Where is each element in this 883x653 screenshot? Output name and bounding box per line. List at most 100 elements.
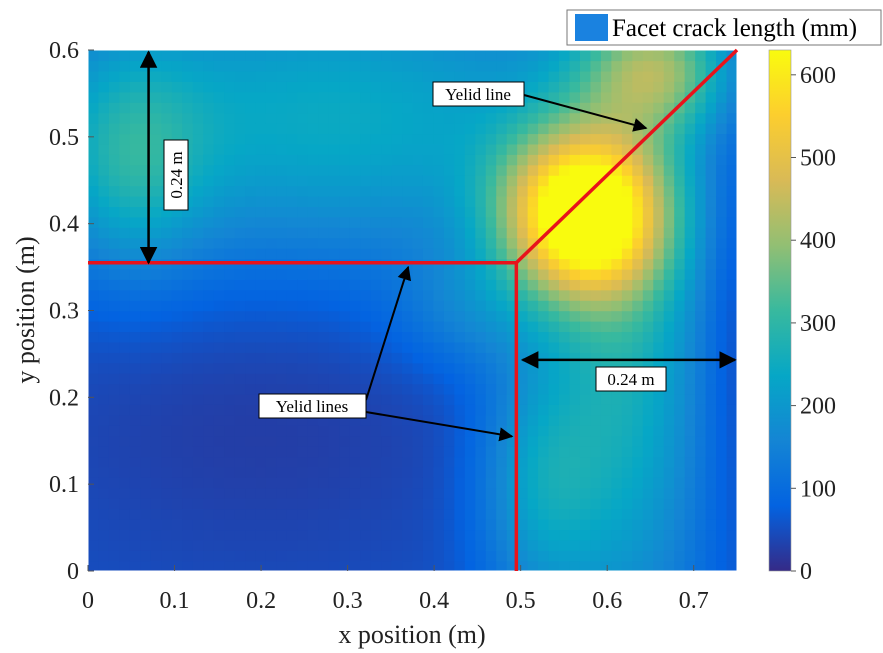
- heatmap-cell: [192, 175, 204, 187]
- heatmap-cell: [496, 445, 508, 458]
- heatmap-cell: [454, 518, 466, 531]
- heatmap-cell: [433, 112, 445, 124]
- colorbar-tick-label: 100: [800, 476, 836, 502]
- heatmap-cell: [621, 456, 634, 468]
- heatmap-cell: [642, 404, 654, 416]
- heatmap-cell: [506, 414, 518, 426]
- heatmap-cell: [527, 477, 539, 489]
- heatmap-cell: [695, 185, 707, 197]
- heatmap-cell: [454, 279, 466, 291]
- heatmap-cell: [307, 445, 319, 458]
- heatmap-cell: [517, 477, 529, 489]
- heatmap-cell: [234, 185, 246, 197]
- heatmap-cell: [695, 70, 707, 82]
- heatmap-cell: [286, 518, 299, 531]
- heatmap-cell: [726, 185, 737, 197]
- heatmap-cell: [224, 404, 236, 416]
- heatmap-cell: [360, 414, 372, 426]
- heatmap-cell: [318, 341, 330, 353]
- heatmap-cell: [161, 133, 173, 145]
- heatmap-cell: [569, 102, 581, 114]
- heatmap-cell: [611, 320, 623, 333]
- heatmap-cell: [182, 456, 194, 468]
- heatmap-cell: [140, 122, 152, 135]
- heatmap-cell: [224, 425, 236, 437]
- heatmap-cell: [129, 102, 142, 114]
- heatmap-cell: [318, 498, 330, 510]
- heatmap-cell: [422, 154, 435, 166]
- heatmap-cell: [381, 268, 393, 280]
- heatmap-cell: [370, 81, 382, 93]
- horizontal-dimension-label: 0.24 m: [607, 370, 654, 389]
- legend-box: [566, 9, 882, 46]
- heatmap-cell: [234, 362, 246, 374]
- heatmap-cell: [129, 81, 142, 93]
- heatmap-cell: [443, 143, 456, 155]
- heatmap-cell: [255, 81, 267, 93]
- heatmap-cell: [265, 352, 278, 364]
- heatmap-cell: [108, 550, 121, 562]
- heatmap-cell: [370, 70, 382, 82]
- heatmap-cell: [171, 362, 183, 374]
- heatmap-cell: [108, 456, 121, 468]
- heatmap-cell: [422, 404, 435, 416]
- heatmap-cell: [318, 60, 330, 72]
- heatmap-cell: [224, 456, 236, 468]
- heatmap-cell: [464, 320, 477, 333]
- heatmap-cell: [286, 91, 299, 103]
- heatmap-cell: [224, 320, 236, 333]
- heatmap-cell: [600, 175, 613, 187]
- heatmap-cell: [663, 143, 675, 155]
- heatmap-cell: [475, 237, 487, 249]
- heatmap-cell: [213, 50, 225, 62]
- heatmap-cell: [318, 216, 330, 228]
- heatmap-cell: [391, 362, 403, 374]
- heatmap-cell: [548, 300, 560, 312]
- heatmap-cell: [88, 175, 100, 187]
- heatmap-cell: [548, 508, 560, 520]
- heatmap-cell: [234, 164, 246, 176]
- heatmap-cell: [98, 279, 110, 291]
- heatmap-cell: [182, 70, 194, 82]
- heatmap-cell: [245, 487, 257, 499]
- heatmap-cell: [402, 133, 414, 145]
- heatmap-cell: [559, 164, 571, 176]
- heatmap-cell: [517, 466, 529, 478]
- heatmap-cell: [506, 560, 518, 571]
- heatmap-cell: [496, 435, 508, 447]
- heatmap-cell: [213, 133, 225, 145]
- heatmap-cell: [684, 477, 696, 489]
- heatmap-cell: [265, 195, 278, 207]
- heatmap-cell: [726, 550, 737, 562]
- heatmap-cell: [433, 498, 445, 510]
- heatmap-cell: [370, 175, 382, 187]
- heatmap-cell: [475, 60, 487, 72]
- heatmap-cell: [600, 81, 613, 93]
- heatmap-cell: [538, 550, 550, 562]
- heatmap-cell: [412, 143, 424, 155]
- heatmap-cell: [726, 393, 737, 405]
- heatmap-cell: [339, 560, 351, 571]
- heatmap-cell: [422, 50, 435, 62]
- heatmap-cell: [349, 362, 361, 374]
- heatmap-cell: [171, 268, 183, 280]
- heatmap-cell: [569, 122, 581, 135]
- yield-lines: [88, 48, 739, 571]
- heatmap-cell: [391, 320, 403, 333]
- heatmap-cell: [88, 247, 100, 260]
- heatmap-cell: [108, 112, 121, 124]
- heatmap-cell: [391, 529, 403, 541]
- heatmap-cell: [674, 175, 686, 187]
- heatmap-cell: [621, 154, 634, 166]
- heatmap-cell: [496, 518, 508, 531]
- heatmap-cell: [475, 560, 487, 571]
- heatmap-cell: [579, 50, 592, 62]
- heatmap-cell: [726, 289, 737, 301]
- heatmap-cell: [328, 143, 340, 155]
- heatmap-cell: [307, 185, 319, 197]
- heatmap-cell: [161, 435, 173, 447]
- heatmap-cell: [171, 539, 183, 551]
- heatmap-cell: [485, 487, 497, 499]
- heatmap-cell: [119, 289, 131, 301]
- heatmap-cell: [559, 143, 571, 155]
